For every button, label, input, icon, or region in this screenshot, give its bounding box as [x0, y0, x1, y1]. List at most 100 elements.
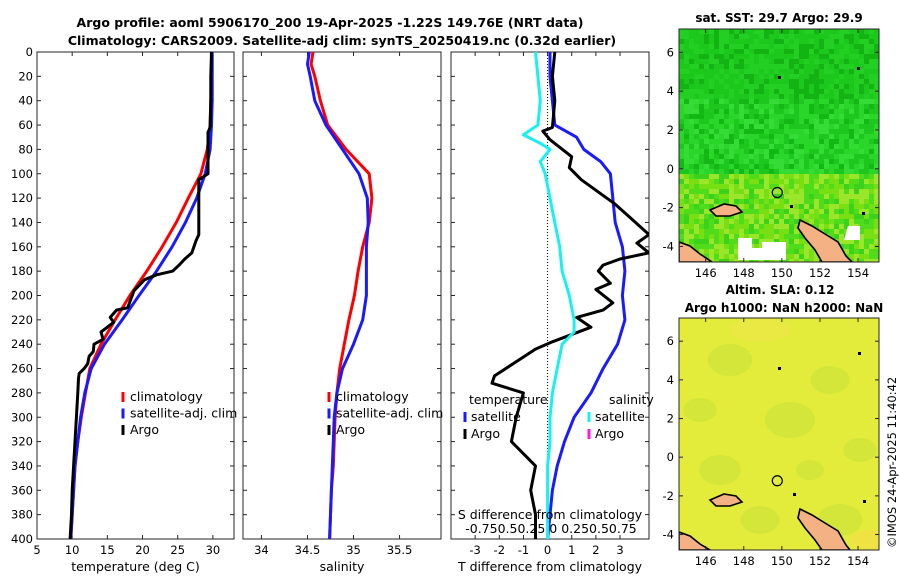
sst-cell [754, 34, 759, 39]
sst-cell [854, 249, 859, 254]
series-satellite-adj-clim [306, 51, 370, 539]
sst-cell [799, 99, 804, 104]
sst-cell [829, 89, 834, 94]
sst-cell [704, 164, 709, 169]
sst-cell [774, 129, 779, 134]
sst-cell [829, 144, 834, 149]
sst-cell [819, 54, 824, 59]
sst-cell [799, 34, 804, 39]
sst-cell [854, 139, 859, 144]
sst-cell [689, 184, 694, 189]
sst-cell [859, 64, 864, 69]
sst-cell [724, 164, 729, 169]
sst-cell [819, 189, 824, 194]
sst-cell [774, 199, 779, 204]
sst-cell [734, 144, 739, 149]
sst-cell [689, 164, 694, 169]
sst-cell [829, 69, 834, 74]
sst-cell [709, 109, 714, 114]
sst-cell [834, 124, 839, 129]
sst-cell [704, 179, 709, 184]
sst-cell [754, 29, 759, 34]
sst-cell [754, 244, 759, 249]
sst-cell [734, 224, 739, 229]
sst-cell [814, 224, 819, 229]
sst-cell [809, 174, 814, 179]
sst-cell [794, 34, 799, 39]
sst-cell [824, 174, 829, 179]
sst-cell [859, 59, 864, 64]
sst-cell [779, 209, 784, 214]
difference-axes-box [450, 51, 650, 540]
sst-cell [729, 229, 734, 234]
sst-cell [834, 149, 839, 154]
sst-cell [684, 214, 689, 219]
sst-cell [839, 194, 844, 199]
sst-cell [799, 244, 804, 249]
sst-cell [739, 114, 744, 119]
sst-cell [744, 184, 749, 189]
sst-cell [689, 39, 694, 44]
sst-cell [684, 79, 689, 84]
sst-cell [844, 159, 849, 164]
sst-cell [724, 249, 729, 254]
sst-cell [754, 189, 759, 194]
sst-cell [819, 129, 824, 134]
sst-cell [774, 49, 779, 54]
sst-cell [874, 229, 879, 234]
sst-cell [864, 229, 869, 234]
sst-cell [814, 169, 819, 174]
sst-cell [759, 169, 764, 174]
sst-cell [834, 104, 839, 109]
sst-cell [869, 109, 874, 114]
sst-cell [769, 89, 774, 94]
sst-cell [809, 204, 814, 209]
sst-cell [699, 104, 704, 109]
sst-cell [759, 234, 764, 239]
sst-cell [844, 209, 849, 214]
sst-cell [729, 154, 734, 159]
sst-cell [839, 224, 844, 229]
sst-cell [764, 154, 769, 159]
sst-cell [704, 254, 709, 259]
sst-cell [759, 114, 764, 119]
sst-cell [789, 179, 794, 184]
sst-cell [794, 139, 799, 144]
sst-cell [874, 79, 879, 84]
sst-cell [684, 219, 689, 224]
sst-cell [764, 179, 769, 184]
sst-cell [834, 59, 839, 64]
sst-cell [769, 114, 774, 119]
sst-cell [794, 124, 799, 129]
sst-cell [739, 119, 744, 124]
sst-cell [804, 34, 809, 39]
sst-cell [719, 229, 724, 234]
sst-cell [844, 79, 849, 84]
sst-cell [769, 154, 774, 159]
sst-cell [709, 164, 714, 169]
sst-cell [799, 94, 804, 99]
sla-feature [764, 402, 816, 438]
sst-cell [754, 139, 759, 144]
sst-cell [729, 184, 734, 189]
sst-cell [829, 224, 834, 229]
sst-cell [814, 29, 819, 34]
sst-cell [729, 189, 734, 194]
sst-cell [689, 79, 694, 84]
sst-cell [764, 149, 769, 154]
sst-cell [724, 219, 729, 224]
sst-cell [734, 69, 739, 74]
sst-cell [729, 44, 734, 49]
sst-cell [849, 199, 854, 204]
sst-cell [769, 139, 774, 144]
sst-cell [709, 129, 714, 134]
sst-cell [709, 189, 714, 194]
sst-cell [804, 54, 809, 59]
sst-cell [724, 99, 729, 104]
sst-cell [849, 189, 854, 194]
sst-cell [829, 114, 834, 119]
sst-cell [724, 74, 729, 79]
sst-cell [864, 199, 869, 204]
sst-cell [744, 144, 749, 149]
sst-cell [804, 139, 809, 144]
